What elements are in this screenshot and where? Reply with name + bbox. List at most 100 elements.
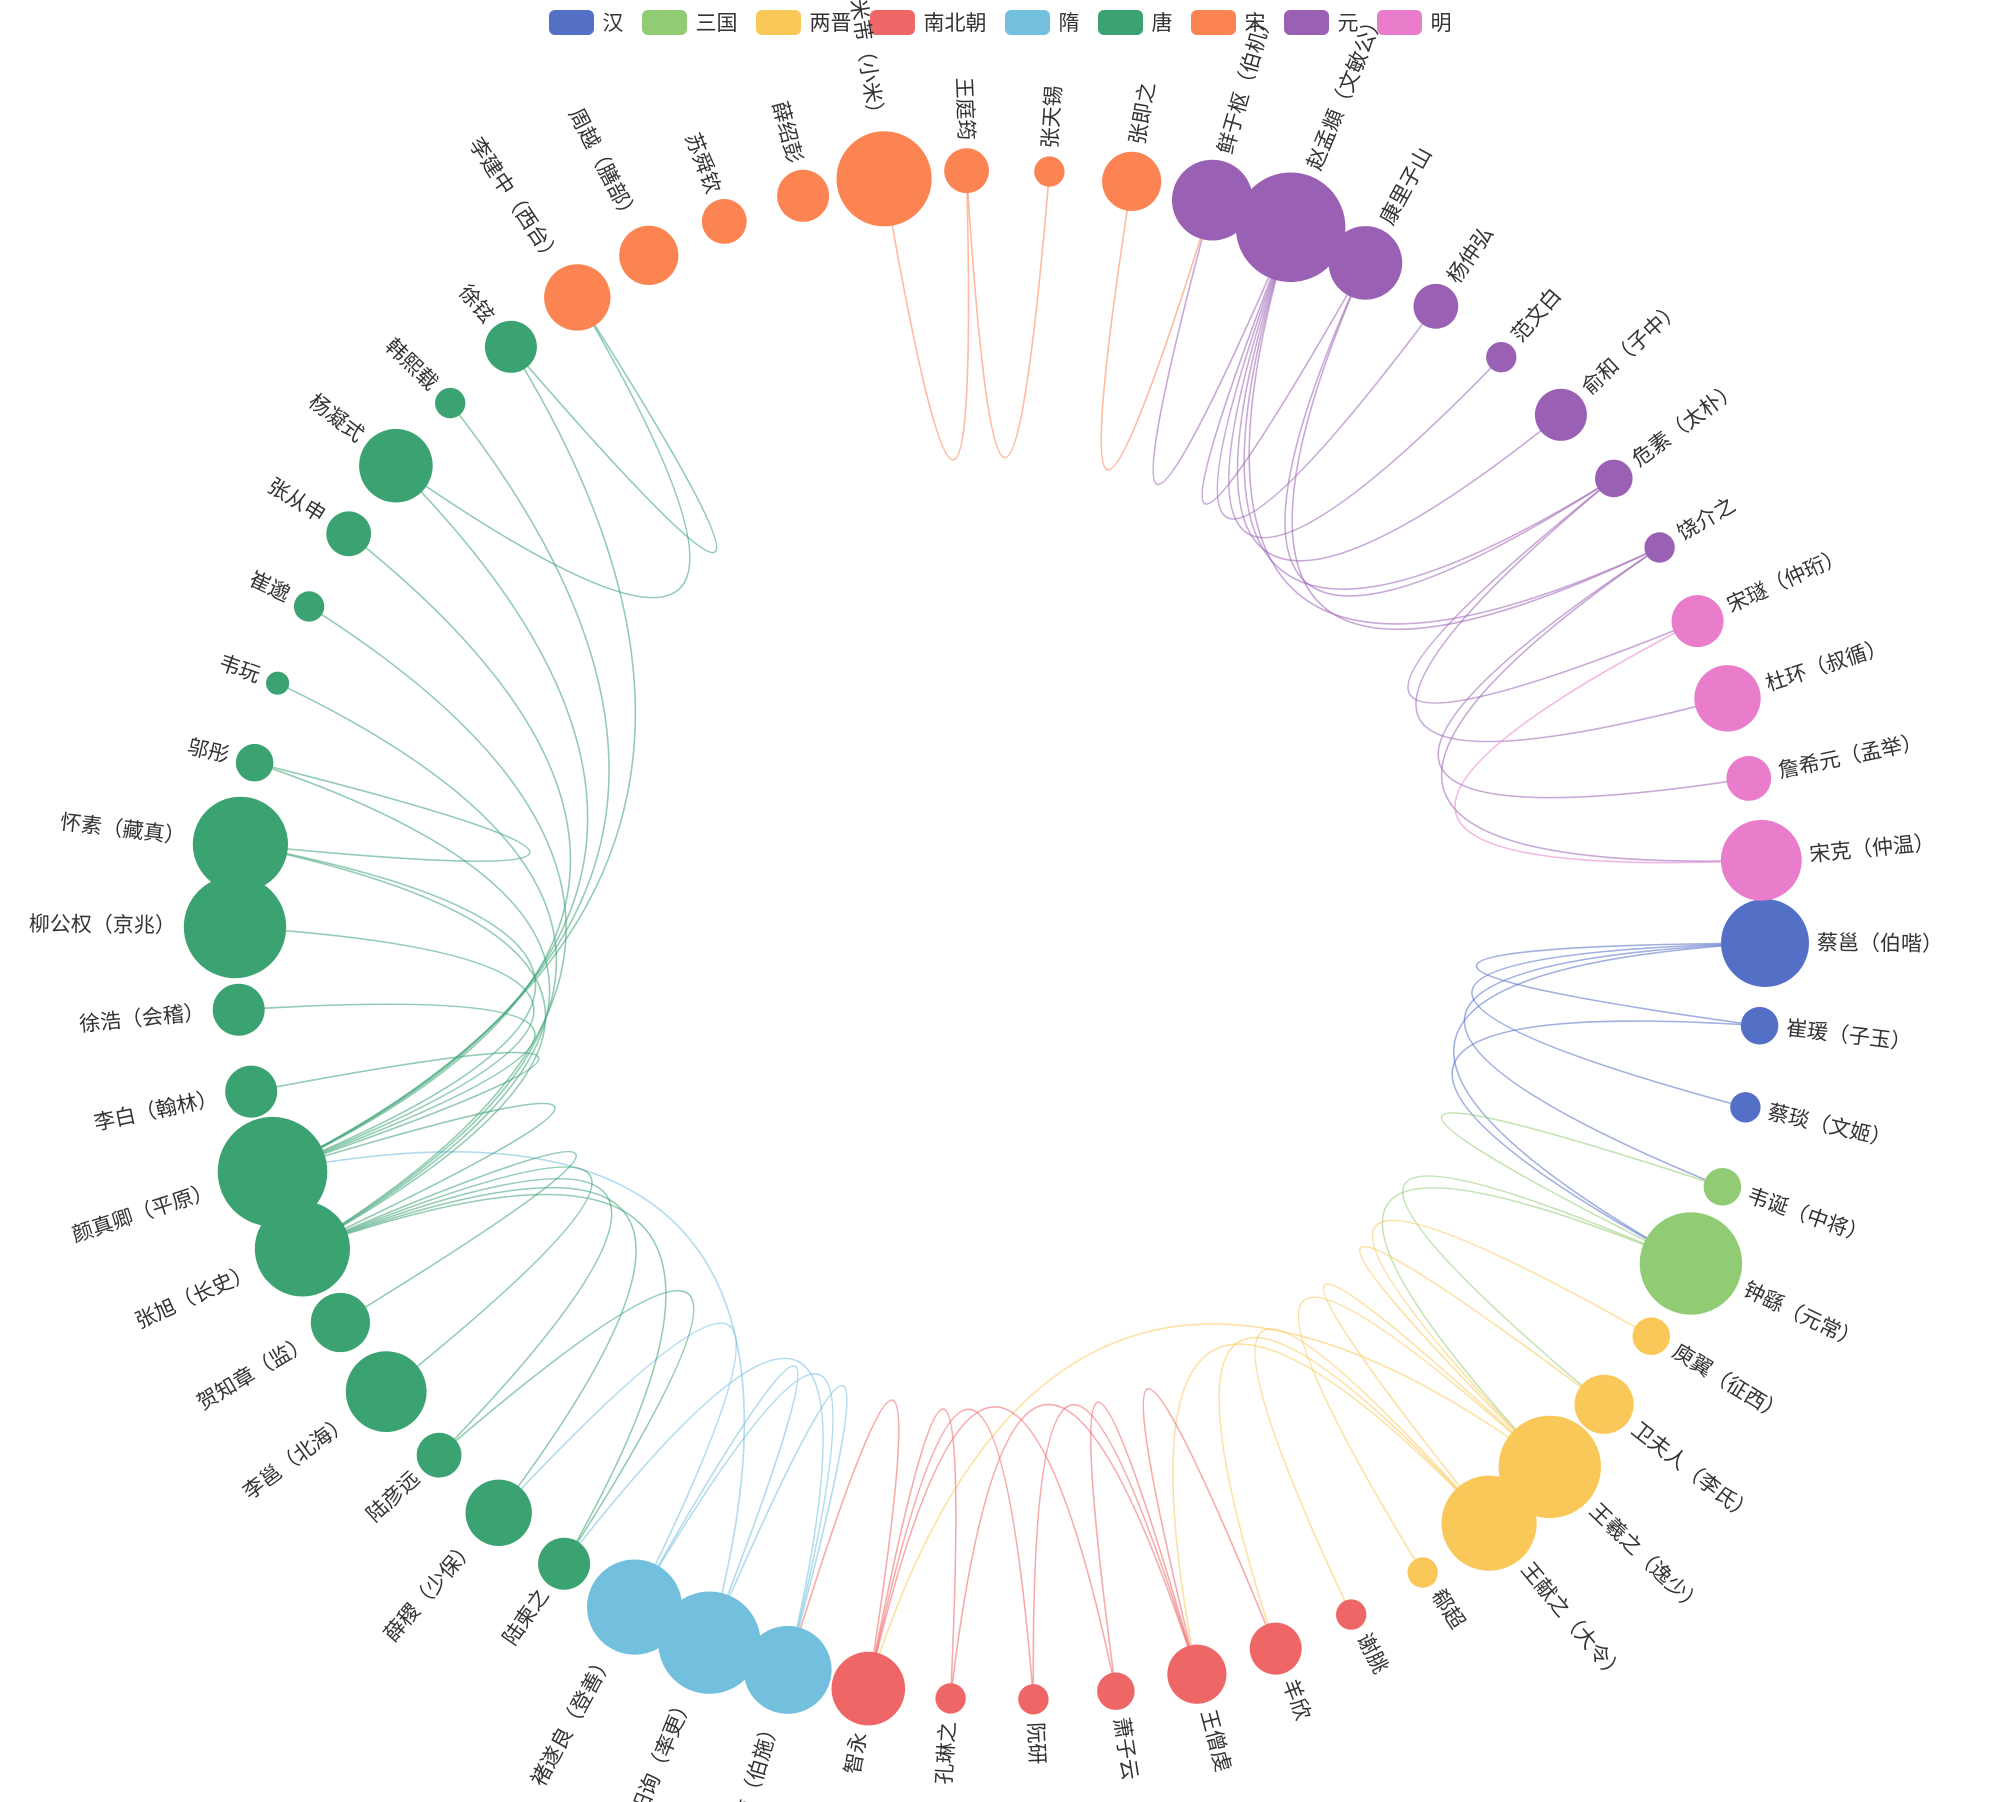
- legend-label: 两晋: [809, 11, 852, 35]
- graph-node[interactable]: [1249, 1622, 1302, 1675]
- graph-node[interactable]: [1694, 665, 1761, 732]
- graph-node[interactable]: [1534, 388, 1587, 441]
- link-edge: [1248, 227, 1660, 625]
- link-edge: [1441, 546, 1762, 862]
- legend-item[interactable]: 三国: [641, 7, 738, 37]
- link-edge: [272, 1151, 746, 1643]
- graph-node[interactable]: [1740, 1006, 1779, 1045]
- graph-node[interactable]: [435, 387, 466, 419]
- legend-item[interactable]: 两晋: [755, 7, 852, 37]
- link-edge: [633, 1373, 834, 1671]
- graph-node[interactable]: [1671, 595, 1724, 648]
- graph-node[interactable]: [1721, 899, 1809, 987]
- link-edge: [1152, 199, 1292, 486]
- graph-node[interactable]: [1595, 459, 1633, 498]
- legend-item[interactable]: 明: [1376, 7, 1452, 37]
- node-label: 李白（翰林）: [92, 1086, 220, 1135]
- legend-item[interactable]: 隋: [1004, 7, 1080, 37]
- legend-item[interactable]: 汉: [548, 7, 624, 37]
- legend-swatch: [641, 9, 687, 35]
- graph-node[interactable]: [310, 1292, 370, 1353]
- graph-node[interactable]: [183, 875, 287, 979]
- graph-node[interactable]: [1720, 819, 1802, 901]
- graph-node[interactable]: [1639, 1212, 1743, 1315]
- graph-node[interactable]: [1644, 532, 1675, 563]
- graph-node[interactable]: [225, 1065, 278, 1118]
- graph-node[interactable]: [1328, 226, 1403, 300]
- legend-item[interactable]: 南北朝: [869, 7, 987, 37]
- link-edge: [272, 346, 637, 1173]
- graph-node[interactable]: [1034, 156, 1065, 187]
- graph-node[interactable]: [538, 1537, 591, 1590]
- graph-node[interactable]: [1172, 159, 1253, 241]
- node-label: 陆彦远: [362, 1466, 425, 1526]
- graph-node[interactable]: [217, 1116, 328, 1227]
- graph-node[interactable]: [345, 1351, 427, 1432]
- legend-label: 元: [1337, 11, 1359, 35]
- graph-node[interactable]: [658, 1591, 761, 1694]
- graph-node[interactable]: [1632, 1317, 1671, 1355]
- graph-node[interactable]: [1336, 1599, 1367, 1630]
- graph-node[interactable]: [484, 320, 537, 373]
- link-edge: [1402, 1175, 1692, 1405]
- legend-swatch: [1376, 9, 1422, 35]
- node-label: 柳公权（京兆）: [29, 912, 176, 938]
- graph-node[interactable]: [831, 1651, 906, 1726]
- graph-node[interactable]: [1167, 1644, 1227, 1704]
- graph-node[interactable]: [235, 743, 274, 782]
- graph-node[interactable]: [935, 1683, 966, 1714]
- legend-swatch: [1097, 9, 1143, 35]
- graph-node[interactable]: [1730, 1092, 1761, 1123]
- graph-node[interactable]: [587, 1559, 683, 1655]
- graph-node[interactable]: [359, 428, 433, 503]
- graph-node[interactable]: [1407, 1557, 1438, 1588]
- graph-node[interactable]: [416, 1432, 462, 1478]
- legend: 汉 三国 两晋 南北朝 隋 唐 宋 元 明: [0, 0, 2000, 44]
- graph-node[interactable]: [192, 796, 288, 892]
- graph-node[interactable]: [743, 1625, 832, 1714]
- legend-item[interactable]: 唐: [1097, 7, 1173, 37]
- graph-node[interactable]: [1703, 1168, 1742, 1206]
- graph-node[interactable]: [1486, 342, 1517, 373]
- legend-swatch: [1283, 9, 1329, 35]
- legend-item[interactable]: 宋: [1190, 7, 1266, 37]
- graph-node[interactable]: [777, 169, 830, 222]
- graph-node[interactable]: [619, 225, 679, 285]
- node-label: 羊欣: [1278, 1676, 1316, 1724]
- graph-node[interactable]: [1235, 172, 1346, 283]
- graph-node[interactable]: [465, 1479, 532, 1547]
- link-edge: [883, 170, 970, 461]
- graph-node[interactable]: [1097, 1672, 1135, 1710]
- link-edge: [867, 1408, 1035, 1700]
- legend-item[interactable]: 元: [1283, 7, 1359, 37]
- node-label: 韦玩: [216, 651, 264, 687]
- node-label: 王献之（大令）: [1516, 1558, 1628, 1686]
- node-label: 孔琳之: [932, 1721, 960, 1785]
- graph-node[interactable]: [326, 511, 372, 557]
- graph-node[interactable]: [1441, 1475, 1537, 1571]
- graph-node[interactable]: [1413, 283, 1459, 329]
- link-edge: [1407, 477, 1698, 704]
- node-label: 庾翼（征西）: [1668, 1339, 1788, 1426]
- node-label: 张天锡: [1038, 85, 1066, 149]
- graph-node[interactable]: [701, 199, 747, 244]
- graph-node[interactable]: [944, 148, 989, 194]
- graph-node[interactable]: [212, 983, 265, 1036]
- graph-node[interactable]: [1018, 1684, 1049, 1715]
- graph-node[interactable]: [544, 264, 611, 331]
- graph-node[interactable]: [1102, 151, 1162, 211]
- graph-node[interactable]: [293, 591, 325, 622]
- graph-node[interactable]: [836, 131, 932, 227]
- node-label: 贺知章（监）: [193, 1330, 314, 1415]
- link-edge: [1100, 181, 1214, 471]
- links-layer: [234, 170, 1766, 1700]
- link-edge: [1297, 1296, 1551, 1574]
- graph-node[interactable]: [266, 671, 290, 695]
- node-label: 杨凝式: [304, 389, 368, 447]
- link-edge: [965, 170, 1051, 459]
- node-label: 米芾（小米）: [846, 0, 889, 126]
- node-label: 陆柬之: [498, 1584, 554, 1649]
- graph-node[interactable]: [1726, 756, 1772, 801]
- graph-node[interactable]: [1574, 1374, 1634, 1434]
